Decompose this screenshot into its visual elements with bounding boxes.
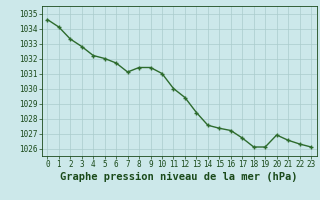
X-axis label: Graphe pression niveau de la mer (hPa): Graphe pression niveau de la mer (hPa)	[60, 172, 298, 182]
